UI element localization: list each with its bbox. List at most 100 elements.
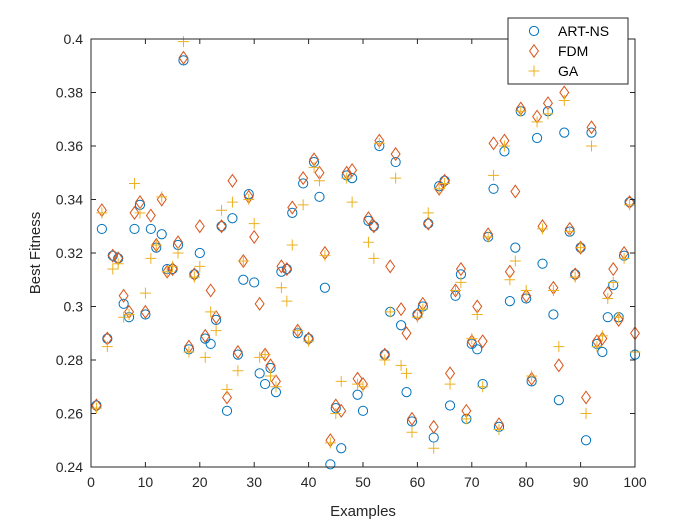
- data-point: [401, 367, 413, 379]
- data-point: [336, 443, 347, 454]
- data-point: [199, 351, 211, 363]
- data-point: [455, 276, 467, 288]
- data-point: [276, 266, 287, 277]
- y-tick-label: 0.24: [56, 459, 83, 475]
- data-point: [493, 424, 505, 436]
- data-point: [200, 328, 211, 343]
- x-tick-label: 30: [246, 474, 262, 490]
- data-point: [379, 354, 391, 366]
- data-point: [156, 191, 168, 203]
- data-point: [221, 390, 233, 405]
- data-point: [162, 264, 173, 279]
- data-point: [101, 341, 113, 353]
- x-tick-label: 0: [87, 474, 95, 490]
- y-tick-label: 0.32: [56, 245, 83, 261]
- data-point: [504, 274, 516, 286]
- data-point: [520, 284, 532, 296]
- y-tick-label: 0.4: [64, 31, 84, 47]
- data-point: [406, 426, 418, 438]
- data-point: [558, 95, 570, 107]
- data-point: [194, 260, 206, 272]
- series-ga: [90, 36, 641, 454]
- data-point: [624, 199, 636, 211]
- data-point: [488, 169, 500, 181]
- data-point: [580, 435, 592, 446]
- data-point: [216, 204, 228, 216]
- data-point: [581, 390, 592, 405]
- data-point: [211, 310, 222, 325]
- data-point: [472, 344, 483, 355]
- data-point: [200, 333, 211, 344]
- axes: [90, 38, 636, 468]
- data-point: [313, 175, 325, 187]
- legend-box: [507, 17, 629, 85]
- data-point: [390, 156, 401, 168]
- data-point: [531, 132, 543, 144]
- y-tick-label: 0.36: [56, 138, 83, 154]
- data-point: [281, 295, 293, 307]
- data-point: [96, 207, 108, 219]
- data-point: [129, 223, 140, 235]
- data-point: [151, 237, 162, 253]
- data-point: [547, 284, 559, 296]
- data-point: [227, 173, 238, 188]
- data-point: [265, 370, 277, 382]
- data-point: [428, 419, 439, 434]
- data-point: [357, 381, 369, 393]
- legend-entry: ART-NS: [558, 23, 609, 39]
- data-point: [607, 276, 619, 288]
- data-point: [564, 226, 576, 238]
- data-point: [449, 284, 461, 296]
- x-axis-label: Examples: [330, 503, 396, 520]
- data-point: [357, 405, 369, 416]
- y-axis-label: Best Fitness: [27, 212, 44, 295]
- data-point: [433, 183, 445, 195]
- data-point: [450, 283, 461, 298]
- data-point: [575, 242, 587, 254]
- data-point: [211, 314, 222, 325]
- data-point: [167, 261, 178, 277]
- data-point: [396, 302, 407, 317]
- data-point: [140, 304, 151, 319]
- data-point: [477, 334, 488, 349]
- data-point: [477, 381, 489, 393]
- data-point: [401, 387, 412, 398]
- data-point: [150, 239, 162, 251]
- data-point: [118, 288, 129, 303]
- data-point: [319, 250, 331, 262]
- data-point: [129, 205, 140, 220]
- data-point: [586, 120, 597, 135]
- data-point: [172, 247, 184, 259]
- data-point: [537, 223, 549, 235]
- x-tick-label: 80: [518, 474, 534, 490]
- data-point: [188, 271, 200, 283]
- data-point: [145, 223, 156, 235]
- data-point: [363, 211, 374, 226]
- data-point: [417, 303, 429, 315]
- data-point: [471, 309, 483, 321]
- data-point: [303, 335, 315, 347]
- data-point: [488, 136, 499, 151]
- data-point: [591, 341, 603, 353]
- legend-marker: [528, 43, 540, 59]
- data-point: [395, 359, 407, 371]
- data-point: [238, 253, 249, 269]
- data-point: [362, 236, 374, 248]
- data-point: [319, 282, 331, 293]
- data-point: [145, 252, 157, 264]
- data-point: [411, 311, 423, 323]
- data-point: [526, 370, 538, 382]
- data-point: [227, 213, 238, 224]
- data-point: [205, 306, 217, 318]
- x-tick-label: 20: [192, 474, 208, 490]
- data-point: [330, 408, 342, 419]
- data-point: [542, 108, 554, 120]
- data-point: [118, 311, 130, 323]
- data-point: [346, 196, 358, 208]
- data-point: [336, 403, 347, 418]
- data-point: [373, 137, 385, 149]
- data-point: [537, 258, 548, 269]
- tick-labels: 0 10 20 30 40 50 60 70 80 90 100 0.24 0.26 0.28 0.3 0.3…: [56, 31, 647, 490]
- data-point: [444, 400, 456, 411]
